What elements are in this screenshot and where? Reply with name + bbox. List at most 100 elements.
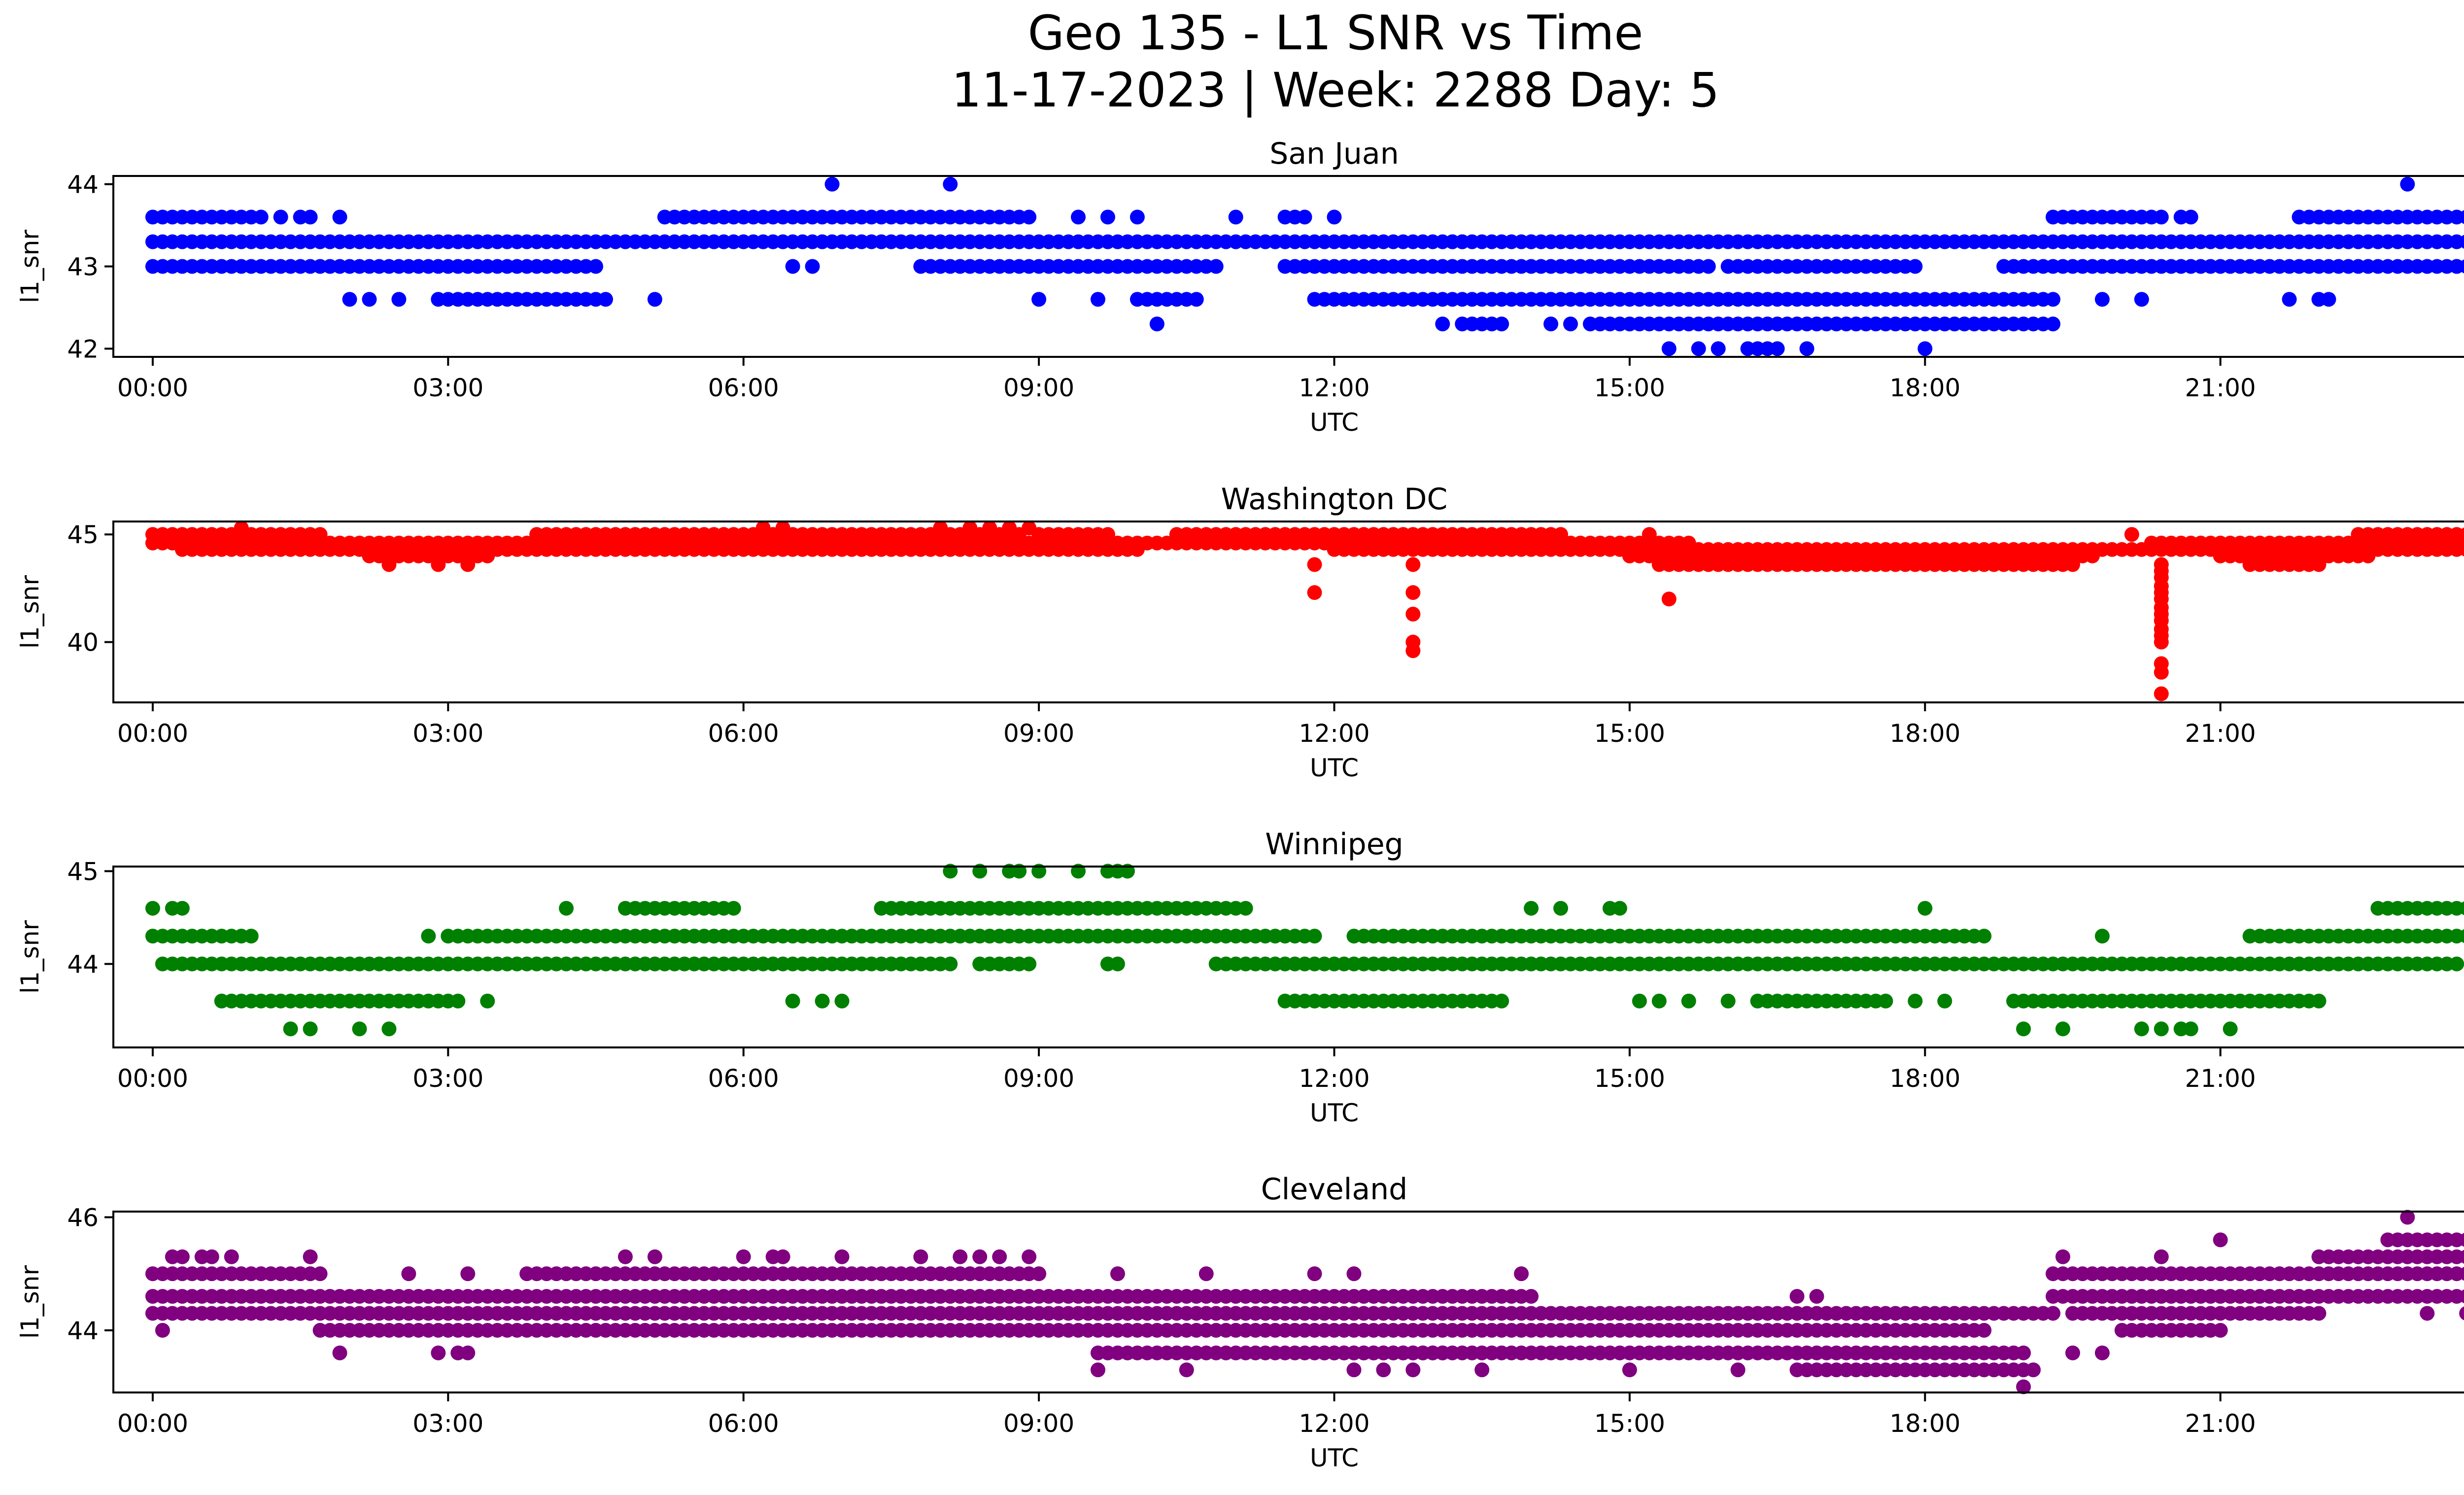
data-point [204,1249,219,1264]
y-axis-label: l1_snr [16,575,44,649]
x-tick-label: 00:00 [117,374,188,402]
data-point [1307,1266,1322,1282]
x-tick-label: 06:00 [708,374,779,402]
data-point [1947,1306,1962,1321]
data-point [1720,993,1736,1008]
x-tick-label: 09:00 [1003,1064,1074,1093]
data-point [381,557,397,572]
data-point [2016,1345,2031,1360]
data-point [253,209,269,225]
data-point [332,1345,347,1360]
data-point [2459,210,2464,224]
data-point [2459,1306,2464,1321]
data-point [1602,234,1617,249]
data-point [2459,901,2464,915]
data-point [815,993,830,1008]
data-point [2154,1249,2169,1264]
data-point [617,1249,633,1264]
data-point [2094,929,2110,944]
data-point [1110,956,1125,972]
data-point [1612,901,1627,916]
data-point [2459,1233,2464,1247]
data-point [588,259,604,274]
data-point [2459,542,2464,556]
x-tick-label: 12:00 [1299,374,1369,402]
data-point [145,901,160,916]
y-tick-label: 44 [67,950,99,979]
data-point [2154,634,2169,650]
data-point [2311,993,2327,1008]
data-point [2016,1379,2031,1394]
data-point [1405,557,1421,572]
y-axis-label: l1_snr [16,230,44,303]
data-point [1455,234,1470,249]
data-point [243,929,259,944]
data-point [1908,259,1923,274]
data-point [431,1345,446,1360]
data-point [1917,341,1933,356]
data-point [155,1322,170,1338]
data-point [1543,316,1559,332]
data-point [2046,1306,2061,1321]
data-point [303,1021,318,1037]
x-tick-label: 06:00 [708,1409,779,1438]
data-point [598,292,613,307]
y-tick-label: 45 [67,521,99,549]
data-point [2459,929,2464,943]
data-point [1405,643,1421,659]
y-tick-label: 44 [67,1317,99,1345]
data-point [234,521,249,536]
data-point [1651,993,1667,1008]
data-point [2400,1210,2415,1225]
data-point [1228,209,1243,225]
data-point [647,292,662,307]
data-point [1129,542,1145,557]
data-point [1022,209,1037,225]
x-tick-label: 15:00 [1594,719,1665,748]
subplot-title: Winnipeg [1265,827,1403,862]
data-point [1346,1266,1362,1282]
data-point [1494,993,1509,1008]
data-point [421,929,436,944]
data-point [2282,292,2297,307]
data-point [1799,341,1814,356]
data-point [2459,1250,2464,1264]
data-point [1937,993,1952,1008]
data-point [1661,591,1677,607]
data-point [2154,664,2169,680]
data-point [1878,993,1893,1008]
x-tick-label: 18:00 [1889,1064,1960,1093]
data-point [352,1021,367,1037]
data-point [1622,1362,1637,1378]
data-point [273,209,288,225]
data-point [2449,259,2464,274]
data-point [1474,1362,1490,1378]
data-point [431,557,446,572]
data-point [775,1249,790,1264]
data-point [1809,1289,1824,1304]
data-point [2065,1345,2080,1360]
x-tick-label: 00:00 [117,1409,188,1438]
x-axis-label: UTC [1310,408,1359,437]
data-point [1022,956,1037,972]
x-tick-label: 21:00 [2185,1409,2256,1438]
data-point [913,1249,928,1264]
data-point [2094,1345,2110,1360]
data-point [342,292,357,307]
data-point [1563,316,1578,332]
x-axis-label: UTC [1310,754,1359,782]
subplot-2: Washington DC 00:00 03:00 06:00 09:00 12:00 15… [16,482,2464,782]
data-point [2134,292,2149,307]
data-point [2213,1232,2228,1248]
data-point [2154,1021,2169,1037]
data-point [312,1266,328,1282]
data-point [1022,521,1037,536]
x-tick-label: 18:00 [1889,1409,1960,1438]
x-tick-label: 00:00 [117,1064,188,1093]
data-point [1977,929,1992,944]
y-tick-label: 46 [67,1203,99,1232]
data-point [834,993,850,1008]
data-point [2085,548,2100,563]
data-point [2094,292,2110,307]
data-point [1022,1249,1037,1264]
